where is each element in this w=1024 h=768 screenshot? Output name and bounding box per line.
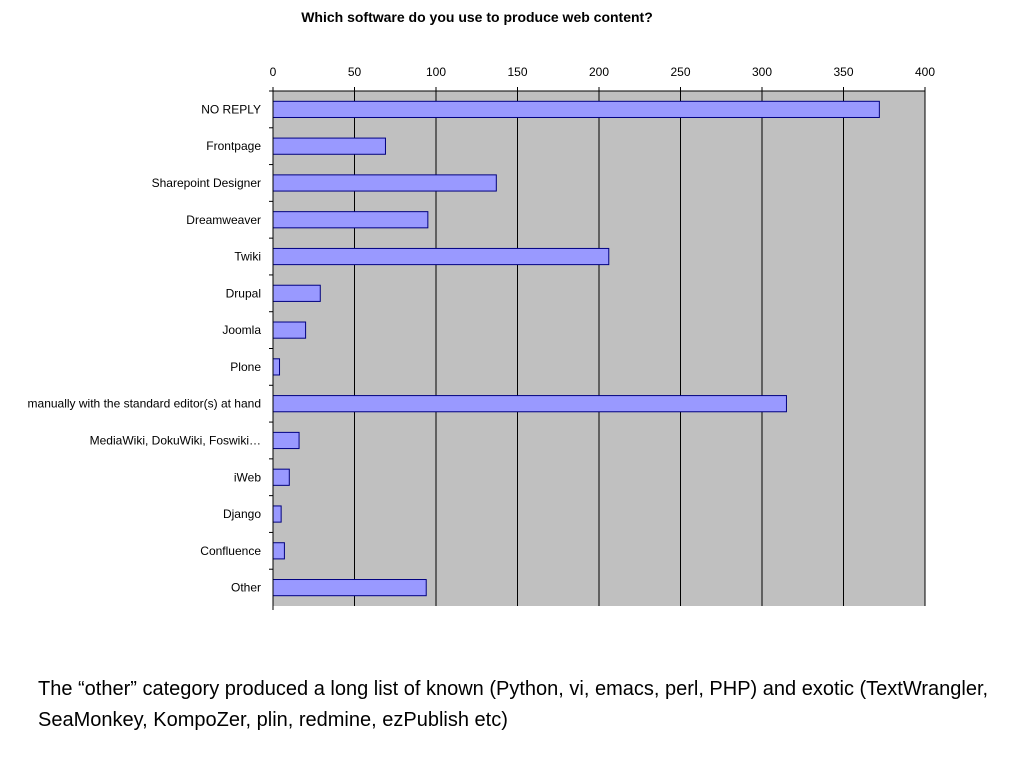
category-label: Drupal: [226, 286, 261, 300]
category-label: Joomla: [222, 323, 261, 337]
bar: [272, 211, 429, 229]
bar: [272, 247, 610, 266]
bar: [272, 395, 787, 413]
bar: [272, 468, 290, 486]
bar: [272, 505, 282, 523]
bar: [272, 284, 321, 302]
bar: [272, 542, 285, 560]
grid-lines: [269, 87, 926, 606]
x-tick-label: 300: [752, 65, 772, 79]
category-label: Other: [231, 581, 261, 595]
bar: [272, 137, 386, 155]
x-tick-label: 0: [270, 65, 277, 79]
x-tick-label: 50: [348, 65, 362, 79]
x-tick-label: 200: [589, 65, 609, 79]
chart-title: Which software do you use to produce web…: [301, 9, 653, 25]
bar-chart: Which software do you use to produce web…: [28, 9, 936, 610]
bar: [272, 174, 497, 192]
bars: [272, 100, 880, 597]
category-label: MediaWiki, DokuWiki, Foswiki…: [90, 433, 261, 447]
category-label: Plone: [230, 360, 261, 374]
category-label: Frontpage: [206, 139, 261, 153]
bar: [272, 579, 427, 597]
category-label: Django: [223, 507, 261, 521]
x-tick-label: 150: [507, 65, 527, 79]
bar: [272, 100, 880, 118]
category-label: Twiki: [234, 250, 261, 264]
category-label: iWeb: [234, 470, 261, 484]
x-tick-label: 250: [670, 65, 690, 79]
axes: [272, 90, 925, 610]
caption-text: The “other” category produced a long lis…: [38, 678, 989, 731]
bar: [272, 321, 307, 339]
category-label: Confluence: [200, 544, 261, 558]
category-label: NO REPLY: [201, 102, 261, 116]
category-label: manually with the standard editor(s) at …: [28, 397, 261, 411]
category-labels: NO REPLY Frontpage Sharepoint Designer Drea…: [28, 102, 262, 594]
x-tick-label: 350: [833, 65, 853, 79]
x-tick-label: 100: [426, 65, 446, 79]
category-label: Sharepoint Designer: [152, 176, 261, 190]
bar: [272, 358, 281, 376]
category-label: Dreamweaver: [186, 213, 261, 227]
x-tick-labels: 0 50 100 150 200 250 300 350 400: [270, 65, 936, 79]
x-tick-label: 400: [915, 65, 935, 79]
bar: [272, 431, 300, 450]
